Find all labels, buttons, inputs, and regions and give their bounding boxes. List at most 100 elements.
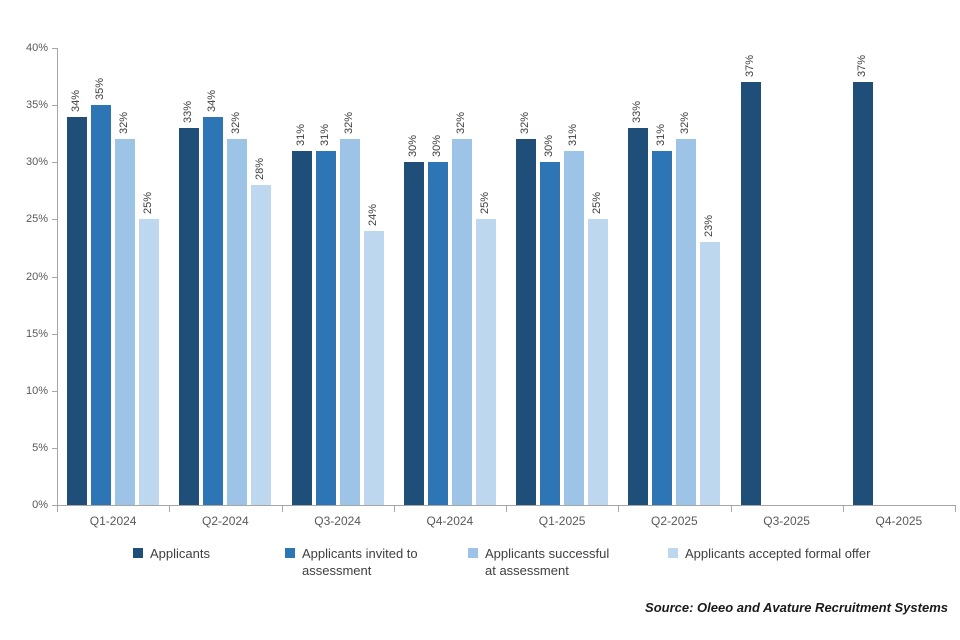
bar-value-label: 25%	[478, 192, 491, 215]
bar-value-label: 33%	[182, 100, 195, 123]
bar	[700, 242, 721, 505]
bar-value-label: 31%	[318, 123, 331, 146]
bar	[67, 116, 87, 505]
y-axis-label: 40%	[25, 42, 48, 54]
legend-marker	[285, 548, 295, 558]
bar	[652, 150, 673, 505]
bar-value-label: 24%	[366, 203, 379, 226]
x-axis-tick	[842, 506, 844, 512]
y-axis-label: 20%	[25, 270, 48, 283]
bar	[251, 185, 272, 505]
bar-value-label: 35%	[94, 78, 106, 101]
bar	[516, 139, 536, 505]
bar	[179, 127, 200, 505]
x-axis-tick	[169, 506, 171, 512]
legend: Applicants Applicants invited to assessme…	[0, 545, 960, 589]
legend-item: Applicants	[133, 545, 210, 562]
y-axis-label: 15%	[25, 327, 48, 340]
bar-value-label: 37%	[855, 55, 868, 78]
x-axis-tick	[730, 506, 732, 512]
legend-item: Applicants successful at assessment	[468, 545, 617, 579]
x-axis-tick	[618, 506, 620, 512]
x-axis-category-label: Q1-2024	[89, 514, 137, 528]
legend-label: Applicants accepted formal offer	[685, 546, 871, 561]
y-axis-label: 30%	[25, 156, 48, 169]
bar	[588, 219, 608, 505]
x-axis-category-label: Q3-2024	[314, 514, 361, 528]
y-axis-tick	[52, 105, 57, 107]
legend-label: Applicants	[150, 546, 210, 561]
legend-marker	[668, 548, 678, 558]
bar	[339, 139, 360, 505]
bar	[740, 82, 761, 505]
source-note: Source: Oleeo and Avature Recruitment Sy…	[645, 600, 948, 615]
x-axis-tick	[393, 506, 395, 512]
bar-value-label: 31%	[294, 123, 307, 146]
bar-value-label: 37%	[743, 55, 756, 78]
y-axis-label: 10%	[25, 384, 48, 397]
bar	[676, 139, 697, 505]
y-axis-label: 25%	[25, 213, 48, 226]
bar-value-label: 32%	[519, 112, 531, 135]
bar	[403, 162, 424, 505]
x-axis-tick	[281, 506, 283, 512]
bar	[475, 219, 496, 505]
y-axis-line	[57, 48, 58, 506]
y-axis-label: 35%	[25, 99, 48, 112]
bar-value-label: 32%	[342, 112, 355, 135]
bar	[315, 150, 336, 505]
bar-value-label: 34%	[70, 89, 82, 112]
y-axis-tick	[52, 333, 57, 335]
x-axis-line	[57, 505, 956, 506]
bar-value-label: 31%	[567, 123, 579, 146]
bar	[115, 139, 135, 505]
bar-value-label: 30%	[406, 135, 419, 158]
x-axis-category-label: Q1-2025	[538, 514, 586, 528]
bar-value-label: 31%	[655, 123, 668, 146]
bar	[227, 139, 248, 505]
y-axis-tick	[52, 219, 57, 221]
bar-value-label: 30%	[430, 135, 443, 158]
legend-label: Applicants invited to assessment	[302, 546, 418, 578]
bar	[564, 150, 584, 505]
bar	[139, 219, 159, 505]
legend-marker	[133, 548, 143, 558]
bar-value-label: 23%	[703, 215, 716, 238]
bar	[451, 139, 472, 505]
bar	[540, 162, 560, 505]
bar-value-label: 33%	[631, 100, 644, 123]
y-axis-tick	[52, 505, 57, 506]
bar	[203, 116, 224, 505]
bar-value-label: 32%	[230, 112, 243, 135]
y-axis-tick	[52, 447, 57, 449]
y-axis-tick	[52, 162, 57, 164]
bar-value-label: 25%	[591, 192, 603, 215]
x-axis-category-label: Q2-2025	[651, 514, 698, 528]
x-axis-tick	[506, 506, 507, 512]
bar	[628, 127, 649, 505]
bar-value-label: 32%	[118, 112, 130, 135]
bar-value-label: 25%	[142, 192, 154, 215]
y-axis-tick	[52, 48, 57, 49]
bar	[91, 105, 111, 505]
legend-marker	[468, 548, 478, 558]
bar-value-label: 30%	[543, 135, 555, 158]
bar	[852, 82, 873, 505]
legend-item: Applicants accepted formal offer	[668, 545, 870, 562]
y-axis-label: 0%	[32, 499, 48, 511]
x-axis-category-label: Q3-2025	[763, 514, 810, 528]
x-axis-category-label: Q4-2025	[875, 514, 923, 528]
bar	[291, 150, 312, 505]
bar	[363, 230, 384, 505]
bar-value-label: 32%	[679, 112, 692, 135]
legend-item: Applicants invited to assessment	[285, 545, 427, 579]
legend-label: Applicants successful at assessment	[485, 546, 610, 578]
bar	[427, 162, 448, 505]
x-axis-tick	[955, 506, 956, 512]
x-axis-tick	[57, 506, 58, 512]
bar-value-label: 28%	[254, 158, 267, 181]
x-axis-category-label: Q4-2024	[426, 514, 474, 528]
y-axis-tick	[52, 390, 57, 392]
